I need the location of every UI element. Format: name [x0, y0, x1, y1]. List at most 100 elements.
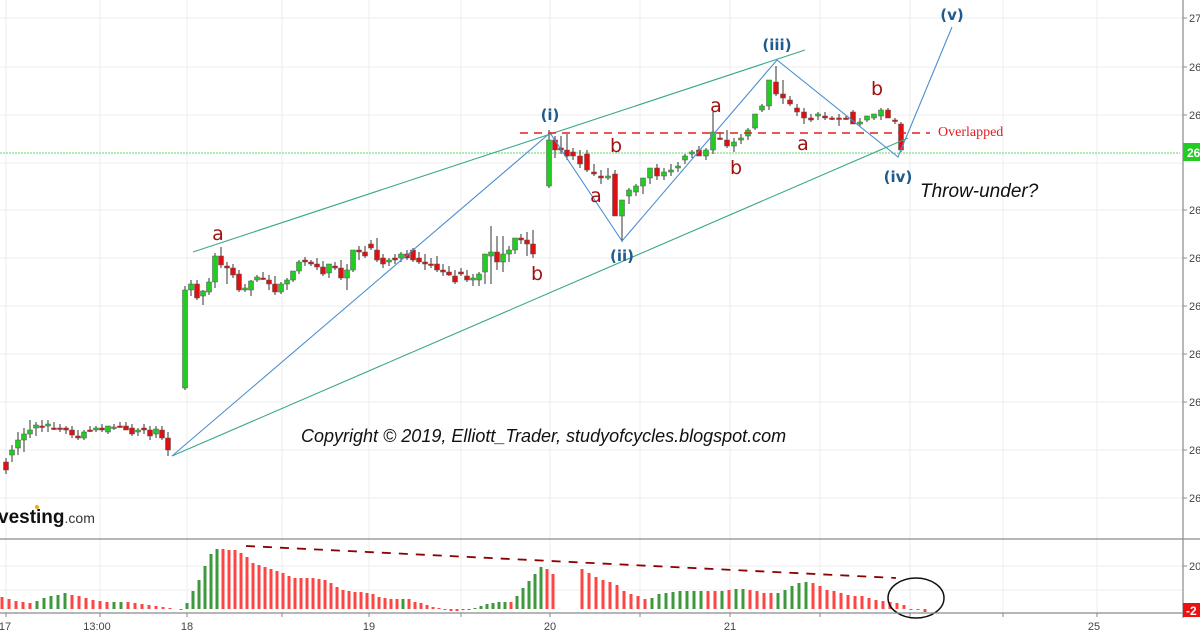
- histogram-bar: [527, 581, 531, 609]
- candle: [506, 246, 512, 262]
- histogram-bar: [804, 582, 808, 609]
- x-tick-label: 18: [181, 621, 193, 630]
- lower-channel-line: [171, 137, 909, 457]
- candle: [69, 426, 75, 438]
- histogram-bar: [455, 609, 459, 611]
- candle: [822, 112, 828, 120]
- histogram-bar: [479, 606, 483, 609]
- candle: [766, 79, 772, 110]
- histogram-bar: [713, 591, 717, 609]
- histogram-bar: [359, 592, 363, 609]
- candle: [248, 280, 254, 296]
- histogram-bar: [755, 591, 759, 609]
- histogram-bar: [825, 590, 829, 609]
- oscillator-value-badge: -2: [1183, 603, 1200, 618]
- histogram-bar: [521, 588, 525, 609]
- candle: [500, 236, 506, 272]
- histogram-bar: [503, 602, 507, 609]
- histogram-bar: [203, 566, 207, 609]
- candle: [302, 257, 308, 266]
- histogram-bar: [741, 589, 745, 609]
- histogram-bar: [179, 609, 183, 610]
- candle: [99, 424, 105, 432]
- x-tick-label: 25: [1088, 621, 1100, 630]
- candle: [296, 260, 302, 274]
- candle: [87, 426, 93, 432]
- histogram-bar: [329, 583, 333, 609]
- histogram-bar: [293, 578, 297, 609]
- histogram-bar: [305, 578, 309, 609]
- wave-label: (v): [940, 6, 964, 24]
- histogram-bar: [860, 596, 864, 609]
- histogram-bar: [161, 607, 165, 609]
- histogram-bar: [227, 550, 231, 609]
- histogram-bar: [473, 608, 477, 609]
- histogram-bar: [263, 567, 267, 609]
- histogram-bar: [636, 596, 640, 609]
- current-price-badge: 26: [1183, 143, 1200, 161]
- histogram-bar: [509, 602, 513, 609]
- candle: [15, 432, 21, 455]
- x-tick-label: 21: [724, 621, 736, 630]
- histogram-bar: [748, 590, 752, 609]
- histogram-bar: [664, 593, 668, 609]
- y-tick-label: 26: [1189, 110, 1200, 122]
- candle: [434, 256, 440, 272]
- histogram-bar: [629, 594, 633, 609]
- grid: [0, 0, 1183, 613]
- histogram-bar: [287, 576, 291, 609]
- x-tick-label: 13:00: [83, 621, 111, 630]
- histogram-bar: [846, 595, 850, 609]
- histogram-bar: [783, 590, 787, 609]
- histogram-bar: [419, 603, 423, 609]
- candle: [633, 184, 639, 196]
- candle: [787, 96, 793, 106]
- candle: [458, 268, 464, 276]
- candle: [141, 424, 147, 434]
- histogram-bar: [594, 577, 598, 609]
- candle: [640, 177, 646, 194]
- candle: [836, 114, 842, 126]
- histogram-bar: [341, 590, 345, 609]
- histogram-bar: [699, 591, 703, 609]
- candle: [308, 260, 314, 266]
- candle: [236, 270, 242, 292]
- histogram-bar: [91, 600, 95, 609]
- histogram-bar: [84, 598, 88, 609]
- histogram-bar: [154, 606, 158, 609]
- histogram-bar: [323, 580, 327, 609]
- candle: [428, 258, 434, 268]
- candle: [878, 108, 884, 120]
- candle: [33, 422, 39, 436]
- histogram-bar: [608, 582, 612, 609]
- candle: [200, 290, 206, 305]
- candle: [675, 162, 681, 172]
- histogram-bar: [311, 578, 315, 609]
- candle: [668, 164, 674, 176]
- x-tick-label: 17: [0, 621, 11, 630]
- histogram-bar: [497, 602, 501, 609]
- candle: [320, 261, 326, 276]
- y-tick-label: 26: [1189, 445, 1200, 457]
- histogram-bar: [425, 605, 429, 609]
- candle: [194, 280, 200, 300]
- histogram-bar: [35, 601, 39, 609]
- candle: [159, 426, 165, 440]
- candle: [584, 150, 590, 172]
- histogram-bar: [881, 601, 885, 609]
- candle: [682, 154, 688, 164]
- candle: [703, 148, 709, 160]
- candle: [111, 424, 117, 430]
- y-tick-label: 26: [1189, 253, 1200, 265]
- candle: [153, 426, 159, 438]
- osc-tick-label: 20: [1189, 561, 1200, 573]
- histogram-bar: [811, 583, 815, 609]
- histogram-bar: [601, 580, 605, 609]
- copyright-text: Copyright © 2019, Elliott_Trader, studyo…: [301, 426, 786, 446]
- histogram-bar: [401, 599, 405, 609]
- candle: [147, 426, 153, 440]
- candle: [815, 112, 821, 120]
- histogram-bar: [587, 573, 591, 609]
- candle: [224, 262, 230, 284]
